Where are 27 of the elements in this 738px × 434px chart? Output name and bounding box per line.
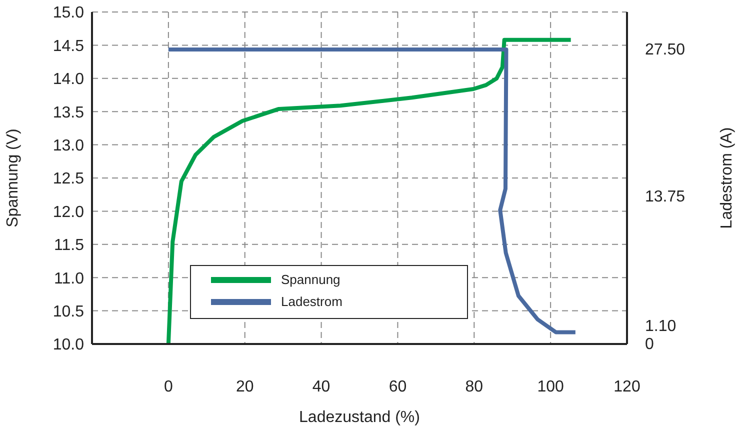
x-tick-label: 20 xyxy=(236,378,254,396)
legend-label: Spannung xyxy=(281,271,340,289)
y-tick-label: 14.5 xyxy=(52,38,84,55)
y-tick-label: 11.0 xyxy=(54,270,84,288)
y-axis-title: Spannung (V) xyxy=(4,128,22,228)
x-tick-label: 120 xyxy=(614,378,640,396)
x-tick-label: 80 xyxy=(465,378,484,396)
y2-tick-label: 0 xyxy=(645,336,654,353)
y2-tick-label: 1.10 xyxy=(645,318,676,335)
x-tick-label: 100 xyxy=(537,378,564,396)
y-tick-label: 10.0 xyxy=(52,336,84,354)
x-axis-title: Ladezustand (%) xyxy=(299,409,420,426)
x-tick-label: 40 xyxy=(312,378,330,396)
legend-label: Ladestrom xyxy=(281,293,342,311)
y2-tick-label: 13.75 xyxy=(645,188,686,206)
y-tick-label: 11.5 xyxy=(54,237,84,254)
y-tick-label: 13.0 xyxy=(52,137,84,154)
y-tick-label: 10.5 xyxy=(52,303,84,320)
y2-axis-title: Ladestrom (A) xyxy=(718,127,736,229)
y-tick-label: 13.5 xyxy=(52,104,84,122)
y-tick-label: 15.0 xyxy=(52,4,84,22)
y-tick-label: 12.0 xyxy=(52,204,84,221)
x-tick-label: 0 xyxy=(164,378,173,396)
y-tick-label: 14.0 xyxy=(52,71,84,88)
x-tick-label: 60 xyxy=(388,378,407,396)
y2-tick-label: 27.50 xyxy=(645,41,686,58)
y-tick-label: 12.5 xyxy=(52,170,84,188)
